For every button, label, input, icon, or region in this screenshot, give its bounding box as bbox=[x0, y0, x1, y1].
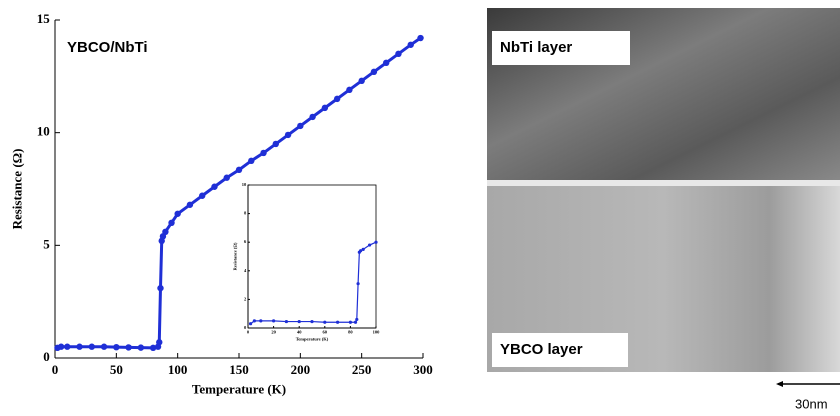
y-tick-label: 10 bbox=[37, 124, 50, 139]
image-label: NbTi layer bbox=[500, 39, 572, 56]
data-point bbox=[346, 86, 353, 94]
data-point bbox=[333, 95, 341, 103]
x-axis-label: Temperature (K) bbox=[296, 336, 329, 341]
data-point bbox=[125, 344, 132, 351]
data-point bbox=[88, 343, 96, 350]
data-point bbox=[174, 210, 181, 217]
inset-frame bbox=[247, 184, 377, 329]
interface bbox=[487, 180, 840, 186]
label-box bbox=[492, 31, 630, 65]
y-tick-label: 0 bbox=[244, 325, 247, 330]
data-point bbox=[353, 320, 358, 324]
x-tick-label: 150 bbox=[229, 362, 249, 377]
x-tick-label: 0 bbox=[52, 362, 59, 377]
data-point bbox=[370, 68, 378, 76]
data-point bbox=[199, 192, 206, 199]
data-point bbox=[297, 122, 304, 130]
x-tick-label: 200 bbox=[291, 362, 311, 377]
tem-image: NbTi layer YBCO layer 30nm bbox=[487, 8, 840, 411]
x-tick-label: 40 bbox=[297, 330, 302, 335]
data-point bbox=[407, 41, 414, 48]
data-point bbox=[374, 240, 378, 244]
y-tick-label: 2 bbox=[244, 296, 247, 301]
data-point bbox=[359, 249, 363, 253]
y-tick-label: 4 bbox=[244, 268, 247, 273]
data-point bbox=[113, 343, 120, 351]
data-point bbox=[310, 319, 314, 324]
data-point bbox=[284, 319, 288, 324]
x-tick-label: 100 bbox=[168, 362, 188, 377]
data-point bbox=[417, 34, 424, 42]
data-point bbox=[348, 320, 352, 324]
x-tick-label: 300 bbox=[413, 362, 433, 377]
x-tick-label: 20 bbox=[271, 330, 276, 335]
x-tick-label: 100 bbox=[373, 330, 381, 335]
data-point bbox=[248, 322, 253, 326]
data-point bbox=[186, 201, 194, 208]
y-tick-label: 6 bbox=[244, 239, 247, 244]
x-axis-label: Temperature (K) bbox=[192, 381, 286, 396]
data-point bbox=[355, 317, 359, 322]
x-tick-label: 60 bbox=[323, 330, 328, 335]
x-tick-label: 80 bbox=[348, 330, 353, 335]
data-point bbox=[358, 77, 365, 85]
data-point bbox=[157, 284, 164, 292]
data-point bbox=[297, 319, 301, 324]
data-point bbox=[168, 219, 175, 226]
scale-label: 30nm bbox=[795, 396, 828, 411]
y-axis-label: Resistance (Ω) bbox=[232, 242, 237, 270]
data-point bbox=[284, 131, 292, 139]
data-point bbox=[57, 343, 65, 350]
data-point bbox=[272, 140, 279, 148]
data-point bbox=[248, 157, 255, 165]
data-point bbox=[64, 343, 71, 350]
data-point bbox=[137, 344, 145, 351]
data-point bbox=[259, 319, 263, 323]
y-tick-label: 5 bbox=[43, 236, 50, 251]
data-point bbox=[149, 344, 157, 352]
scale-arrow bbox=[776, 381, 783, 387]
data-point bbox=[162, 228, 169, 236]
data-point bbox=[211, 183, 218, 190]
data-point bbox=[100, 343, 108, 350]
data-point bbox=[321, 104, 329, 112]
data-point bbox=[368, 243, 372, 247]
y-tick-label: 0 bbox=[43, 349, 50, 364]
y-axis-label: Resistance (Ω) bbox=[10, 149, 25, 230]
image-label: YBCO layer bbox=[500, 341, 583, 358]
data-point bbox=[395, 50, 402, 57]
data-point bbox=[260, 149, 267, 157]
data-point bbox=[323, 320, 327, 324]
data-point bbox=[76, 343, 83, 350]
y-tick-label: 8 bbox=[244, 211, 247, 216]
data-point bbox=[336, 320, 340, 324]
data-point bbox=[383, 59, 390, 67]
data-point bbox=[356, 282, 360, 286]
label-box bbox=[492, 333, 628, 367]
data-point bbox=[235, 166, 243, 174]
x-tick-label: 250 bbox=[352, 362, 372, 377]
x-tick-label: 50 bbox=[110, 362, 123, 377]
y-tick-label: 15 bbox=[37, 11, 51, 26]
data-point bbox=[309, 113, 316, 121]
x-tick-label: 0 bbox=[247, 330, 250, 335]
data-point bbox=[252, 319, 256, 323]
data-point bbox=[272, 319, 276, 323]
data-point bbox=[223, 174, 230, 181]
y-tick-label: 10 bbox=[242, 182, 247, 187]
data-point bbox=[156, 339, 163, 346]
annotation: YBCO/NbTi bbox=[67, 39, 148, 56]
data-point bbox=[361, 247, 365, 251]
